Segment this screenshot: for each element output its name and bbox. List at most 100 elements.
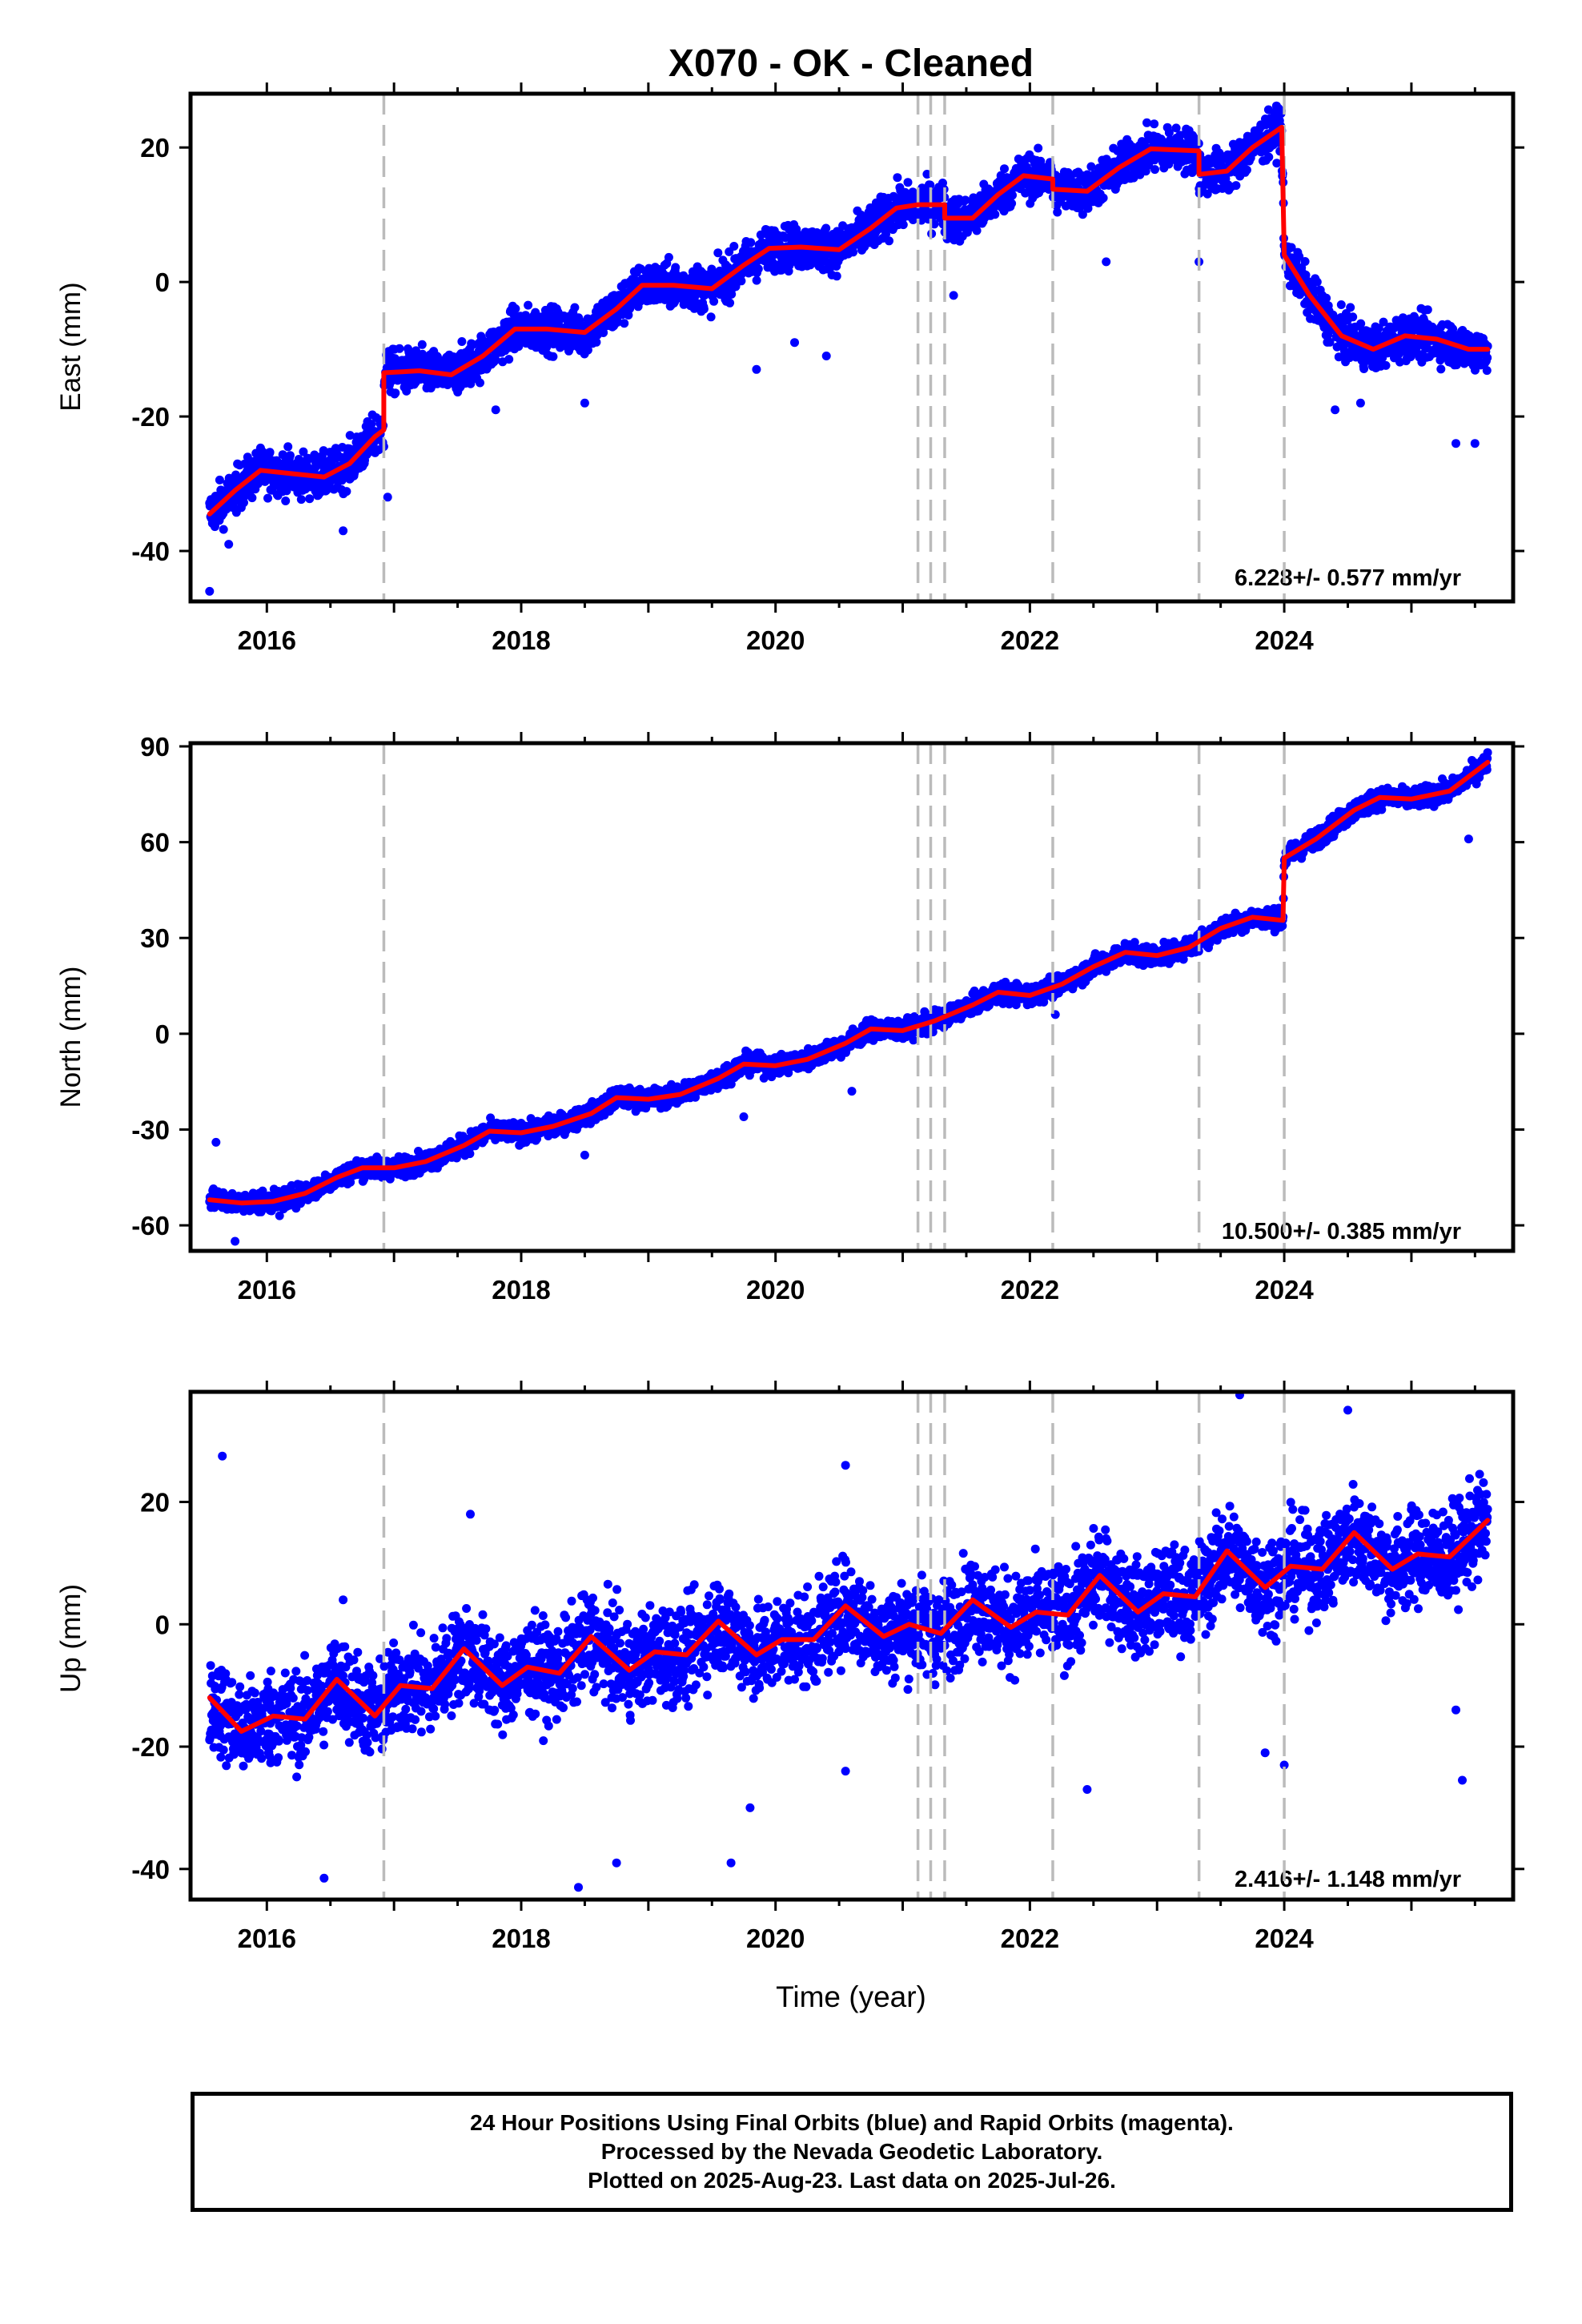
- east-y-axis-label: East (mm): [55, 282, 86, 411]
- data-point: [972, 226, 982, 235]
- data-point: [1098, 193, 1108, 203]
- outlier-point: [1102, 257, 1111, 267]
- north-panel: North (mm) 10.500+/- 0.385 mm/yr -60-300…: [55, 732, 1524, 1305]
- data-point: [1007, 199, 1017, 208]
- data-point: [821, 223, 831, 233]
- data-point: [1150, 119, 1159, 129]
- data-point: [707, 264, 717, 274]
- east-model-line: [207, 125, 1491, 517]
- data-point: [1381, 360, 1391, 370]
- data-point: [299, 447, 308, 456]
- data-point: [1264, 152, 1274, 162]
- outlier-point: [1452, 439, 1460, 448]
- data-point: [511, 304, 520, 313]
- east-y-tick-label: -40: [131, 537, 170, 566]
- data-point: [1356, 319, 1366, 328]
- data-point: [1000, 164, 1009, 174]
- data-point: [926, 180, 935, 190]
- data-point: [612, 318, 622, 327]
- data-point: [1150, 165, 1159, 175]
- data-point: [491, 356, 500, 365]
- data-point: [391, 388, 400, 398]
- data-point: [881, 230, 890, 239]
- data-point: [1423, 305, 1432, 315]
- data-point: [1034, 143, 1043, 153]
- data-point: [922, 170, 932, 179]
- data-point: [961, 195, 970, 205]
- data-point: [753, 264, 763, 274]
- data-point: [832, 271, 841, 281]
- data-point: [1140, 139, 1149, 148]
- east-rate-label: 6.228+/- 0.577 mm/yr: [1235, 565, 1461, 591]
- outlier-point: [1331, 405, 1340, 415]
- data-point: [417, 340, 427, 349]
- data-point: [215, 475, 224, 485]
- data-point: [476, 378, 484, 388]
- data-point: [1346, 303, 1355, 312]
- data-point: [367, 420, 376, 429]
- data-point: [903, 178, 913, 187]
- data-point: [514, 342, 524, 352]
- data-point: [1295, 251, 1304, 261]
- outlier-point: [491, 405, 500, 415]
- data-point: [664, 252, 673, 262]
- data-point: [583, 345, 592, 355]
- data-point: [1272, 159, 1282, 168]
- data-point: [1325, 337, 1335, 347]
- east-y-tick-label: -20: [131, 402, 170, 432]
- data-point: [1435, 356, 1445, 365]
- east-plot-area: [205, 94, 1492, 601]
- data-point: [346, 1177, 355, 1187]
- data-point: [465, 1149, 475, 1159]
- data-point: [457, 337, 467, 346]
- data-point: [746, 238, 756, 247]
- data-point: [1379, 317, 1388, 327]
- data-point: [898, 220, 908, 230]
- data-point: [1078, 210, 1087, 219]
- data-point: [1086, 162, 1096, 171]
- data-point: [930, 219, 939, 229]
- data-point: [524, 300, 533, 310]
- data-point: [1483, 353, 1492, 363]
- data-point: [1436, 364, 1446, 374]
- data-point: [1482, 366, 1492, 376]
- data-point: [281, 497, 291, 505]
- outlier-point: [339, 526, 348, 536]
- east-x-tick-label: 2018: [492, 625, 550, 655]
- east-x-tick-label: 2020: [746, 625, 805, 655]
- data-point: [1053, 207, 1062, 217]
- data-point: [1300, 257, 1310, 266]
- east-frame: [188, 91, 1516, 604]
- north-plot-area: [205, 743, 1492, 1251]
- data-point: [263, 493, 272, 503]
- outlier-point: [580, 398, 589, 408]
- outlier-point: [949, 291, 958, 300]
- data-point: [548, 352, 558, 361]
- data-point: [671, 263, 681, 272]
- data-point: [620, 319, 629, 328]
- data-point: [1423, 344, 1432, 353]
- data-point: [1142, 118, 1151, 127]
- data-point: [699, 304, 709, 314]
- east-x-tick-label: 2024: [1255, 625, 1314, 655]
- east-panel: East (mm) 6.228+/- 0.577 mm/yr -40 -20 0 20…: [55, 82, 1524, 655]
- north-position-points: [205, 748, 1492, 1246]
- data-point: [1083, 203, 1093, 213]
- data-point: [1104, 180, 1114, 190]
- data-point: [849, 247, 858, 257]
- data-point: [1374, 324, 1383, 333]
- outlier-point: [752, 364, 761, 374]
- data-point: [1312, 277, 1322, 287]
- data-point: [1301, 270, 1311, 279]
- data-point: [228, 501, 238, 511]
- data-point: [345, 431, 355, 440]
- east-y-tick-label: 0: [155, 267, 170, 297]
- data-point: [247, 493, 257, 503]
- data-point: [452, 1153, 461, 1163]
- data-point: [296, 495, 306, 505]
- data-point: [1359, 364, 1369, 373]
- data-point: [725, 298, 735, 308]
- data-point: [265, 448, 275, 457]
- east-position-points: [205, 101, 1492, 596]
